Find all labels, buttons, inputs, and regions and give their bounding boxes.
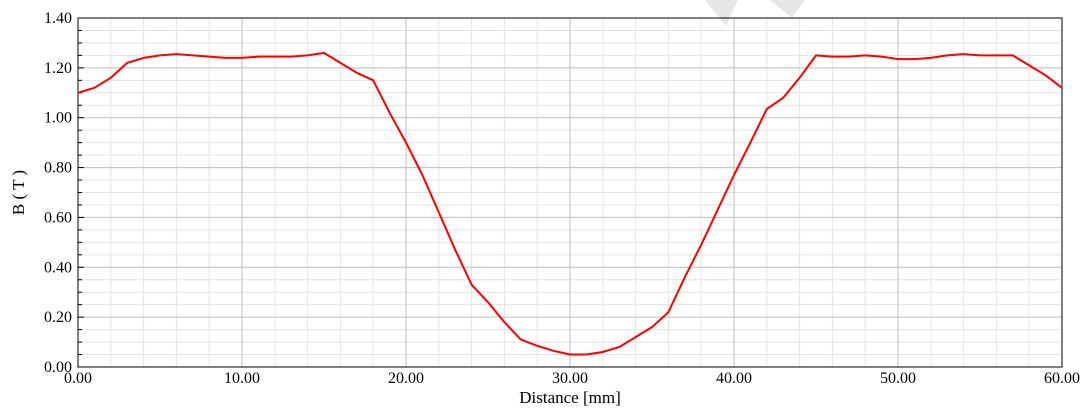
watermark-arrow-right [770,0,805,18]
y-tick-labels: 0.00 0.20 0.40 0.60 0.80 1.00 1.20 1.40 [44,10,72,376]
y-tick-label: 1.00 [44,110,72,127]
y-tick-label: 1.20 [44,60,72,77]
watermark-arrow-left [705,0,738,26]
y-tick-label: 0.00 [44,359,72,376]
x-tick-label: 0.00 [64,370,92,387]
series-layer [77,51,1063,356]
y-tick-label: 0.80 [44,160,72,177]
x-tick-label: 30.00 [552,370,588,387]
y-tick-label: 0.40 [44,259,72,276]
x-tick-label: 40.00 [716,370,752,387]
watermark [705,0,805,26]
x-tick-labels: 0.00 10.00 20.00 30.00 40.00 50.00 60.00 [64,370,1080,387]
x-tick-label: 10.00 [224,370,260,387]
y-axis-title: B ( T ) [9,170,28,215]
y-tick-label: 0.60 [44,209,72,226]
x-tick-label: 20.00 [388,370,424,387]
x-tick-label: 50.00 [880,370,916,387]
x-tick-label: 60.00 [1044,370,1080,387]
y-tick-label: 0.20 [44,309,72,326]
x-axis-title: Distance [mm] [519,388,621,407]
series-line [77,51,1063,356]
y-tick-label: 1.40 [44,10,72,27]
